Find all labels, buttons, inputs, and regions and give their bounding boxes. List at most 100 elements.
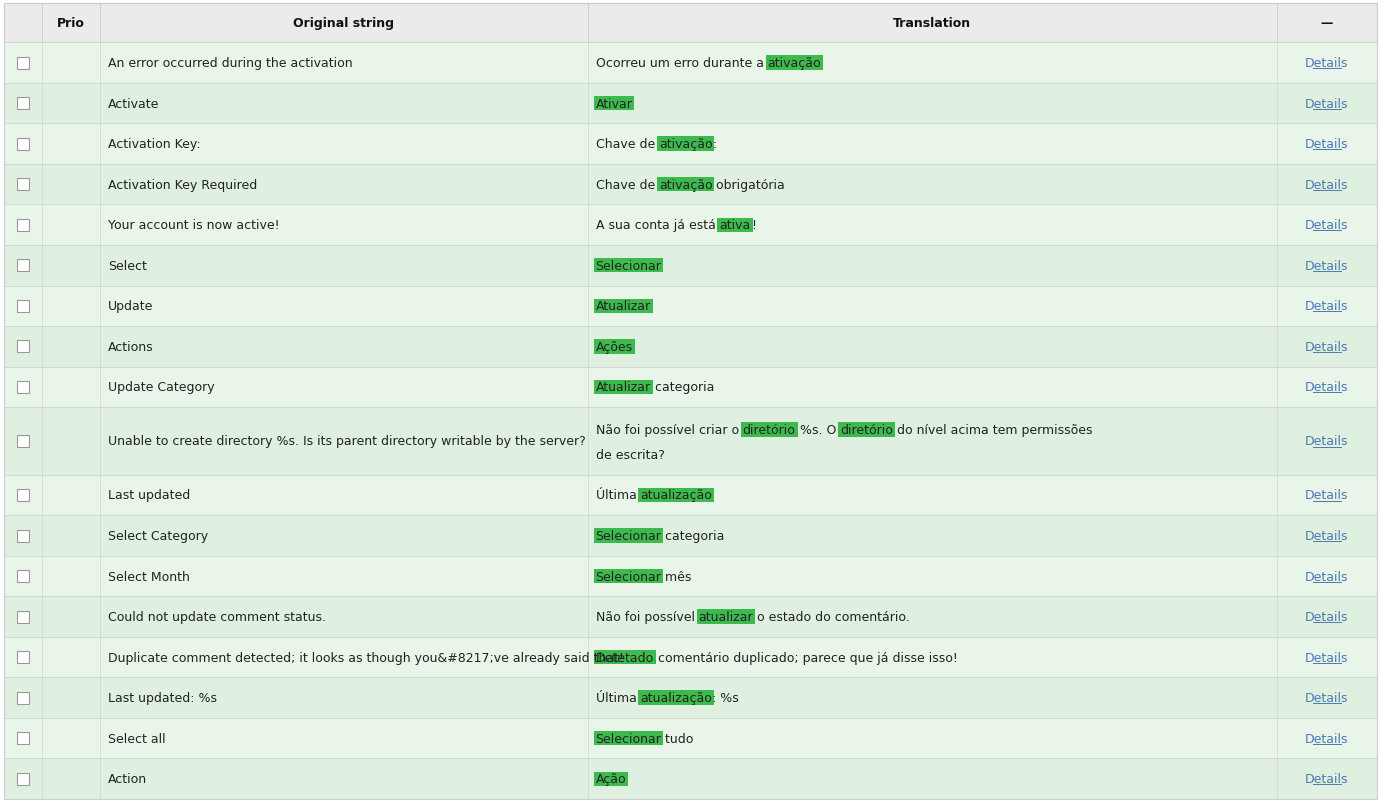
Text: Details: Details [1305,650,1349,664]
Bar [17,692,29,703]
Text: Select Category: Select Category [108,529,209,542]
Text: Última: Última [595,489,641,502]
Text: Details: Details [1305,97,1349,111]
Bar [4,408,1377,475]
Text: Details: Details [1305,178,1349,191]
Text: : %s: : %s [713,691,739,704]
Text: Last updated: Last updated [108,489,191,502]
Bar [696,609,755,624]
Bar [4,124,1377,165]
Text: —: — [1320,17,1333,31]
Bar [17,489,29,501]
Bar [594,772,628,786]
Text: Select all: Select all [108,732,166,744]
Bar [4,759,1377,799]
Text: Activation Key Required: Activation Key Required [108,178,257,191]
Bar [594,300,653,314]
Text: ativação: ativação [659,178,713,191]
Text: Details: Details [1305,772,1349,785]
Bar [4,556,1377,597]
Text: Details: Details [1305,610,1349,623]
Text: Select: Select [108,259,146,272]
Bar [17,260,29,272]
Bar [17,138,29,150]
Text: ativação: ativação [768,57,822,70]
Bar [4,43,1377,84]
Text: Unable to create directory %s. Is its parent directory writable by the server?: Unable to create directory %s. Is its pa… [108,435,586,448]
Bar [17,98,29,110]
Bar [17,530,29,542]
Bar [594,528,663,543]
Text: Details: Details [1305,732,1349,744]
Bar [4,206,1377,246]
Bar [17,219,29,231]
Text: comentário duplicado; parece que já disse isso!: comentário duplicado; parece que já diss… [653,650,957,664]
Text: ativa: ativa [720,219,751,232]
Text: Details: Details [1305,300,1349,313]
Text: Details: Details [1305,570,1349,583]
Text: %s. O: %s. O [795,423,840,436]
Text: Update Category: Update Category [108,381,214,394]
Bar [4,84,1377,124]
Text: Details: Details [1305,219,1349,232]
Text: Não foi possível: Não foi possível [595,610,699,623]
Text: de escrita?: de escrita? [595,448,664,462]
Bar [17,58,29,70]
Text: Detetado: Detetado [595,650,653,664]
Text: Ação: Ação [595,772,626,785]
Bar [17,732,29,744]
Bar [594,380,653,394]
Bar [17,651,29,663]
Text: Última: Última [595,691,641,704]
Text: Original string: Original string [293,17,395,31]
Text: :: : [713,138,717,151]
Bar [657,177,714,192]
Bar [17,179,29,191]
Text: !: ! [751,219,755,232]
Text: Details: Details [1305,381,1349,394]
Bar [765,56,823,71]
Bar [4,718,1377,759]
Text: obrigatória: obrigatória [713,178,786,191]
Text: Selecionar: Selecionar [595,570,661,583]
Text: o estado do comentário.: o estado do comentário. [753,610,910,623]
Bar [4,516,1377,556]
Bar [4,367,1377,408]
Text: Prio: Prio [58,17,86,31]
Text: Activate: Activate [108,97,159,111]
Text: categoria: categoria [661,529,725,542]
Bar [4,597,1377,637]
Bar [717,218,753,233]
Text: Atualizar: Atualizar [595,381,650,394]
Text: do nível acima tem permissões: do nível acima tem permissões [892,423,1092,436]
Bar [17,772,29,785]
Bar [17,611,29,623]
Text: atualização: atualização [641,691,713,704]
Text: Selecionar: Selecionar [595,529,661,542]
Bar [638,691,714,705]
Bar [17,341,29,353]
Text: Details: Details [1305,138,1349,151]
Text: atualização: atualização [641,489,713,502]
Bar [4,246,1377,286]
Text: Ativar: Ativar [595,97,632,111]
Text: ativação: ativação [659,138,713,151]
Text: Ações: Ações [595,340,632,353]
Text: Details: Details [1305,529,1349,542]
Text: mês: mês [661,570,692,583]
Bar [4,4,1377,43]
Text: Actions: Actions [108,340,153,353]
Text: Activation Key:: Activation Key: [108,138,200,151]
Bar [4,286,1377,327]
Text: Chave de: Chave de [595,138,659,151]
Bar [4,678,1377,718]
Bar [17,300,29,312]
Text: Action: Action [108,772,148,785]
Text: Selecionar: Selecionar [595,732,661,744]
Text: Details: Details [1305,259,1349,272]
Text: Não foi possível criar o: Não foi possível criar o [595,423,743,436]
Bar [594,259,663,273]
Bar [17,570,29,582]
Text: Last updated: %s: Last updated: %s [108,691,217,704]
Bar [4,475,1377,516]
